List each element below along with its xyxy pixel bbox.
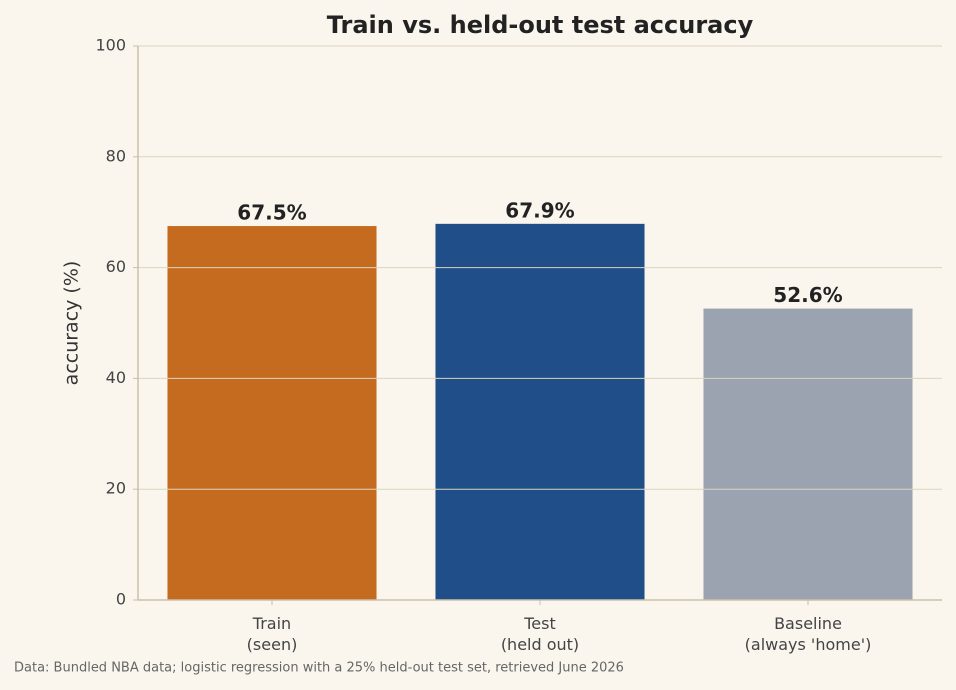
bar — [435, 223, 645, 601]
y-tick-label: 100 — [95, 36, 126, 55]
x-tick-label: Baseline (always 'home') — [744, 614, 872, 654]
chart-title: Train vs. held-out test accuracy — [327, 11, 754, 39]
bar — [167, 226, 377, 601]
footnote: Data: Bundled NBA data; logistic regress… — [14, 661, 624, 676]
bar — [703, 308, 913, 600]
y-tick-label: 0 — [116, 590, 126, 609]
y-tick-label: 40 — [106, 368, 126, 387]
y-tick-label: 80 — [106, 146, 126, 165]
x-tick-label: Train (seen) — [246, 614, 298, 654]
y-tick-label: 60 — [106, 257, 126, 276]
value-label: 67.9% — [505, 198, 574, 222]
x-tick-label: Test (held out) — [500, 614, 580, 654]
y-tick-label: 20 — [106, 479, 126, 498]
value-label: 52.6% — [773, 283, 842, 307]
y-axis-label: accuracy (%) — [61, 261, 83, 386]
value-label: 67.5% — [237, 201, 306, 225]
